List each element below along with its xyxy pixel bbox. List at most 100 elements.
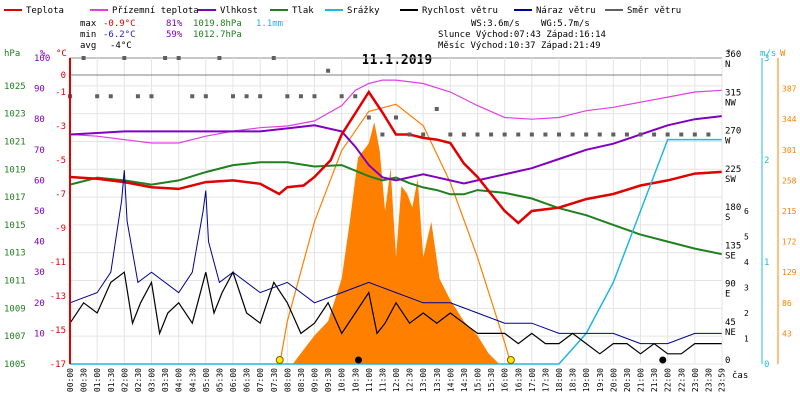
legend-label: Náraz větru — [536, 6, 596, 16]
time-tick-label: 07:30 — [270, 368, 279, 392]
legend-label: Srážky — [347, 6, 380, 16]
wind-direction-point — [163, 56, 168, 60]
humidity-tick-label: 100 — [34, 54, 50, 64]
wind-direction-point — [217, 56, 222, 60]
direction-name-label: NE — [725, 328, 736, 338]
time-tick-label: 06:00 — [229, 368, 238, 392]
time-tick-label: 22:00 — [664, 368, 673, 392]
time-tick-label: 15:00 — [474, 368, 483, 392]
time-tick-label: 13:00 — [419, 368, 428, 392]
sun-marker — [506, 356, 515, 364]
time-tick-label: 15:30 — [487, 368, 496, 392]
rain-tick-label: 3 — [744, 284, 749, 293]
pressure-tick-label: 1025 — [4, 82, 26, 92]
time-tick-label: 16:00 — [501, 368, 510, 392]
temperature-tick-label: -13 — [50, 292, 66, 302]
rain-tick-label: 2 — [744, 309, 749, 318]
time-tick-label: 19:30 — [596, 368, 605, 392]
time-tick-label: 20:30 — [623, 368, 632, 392]
time-tick-label: 11:30 — [378, 368, 387, 392]
wind-direction-point — [258, 94, 263, 99]
direction-name-label: N — [725, 60, 730, 70]
series-line — [70, 138, 722, 365]
wind-direction-point — [584, 132, 589, 137]
time-tick-label: 03:30 — [161, 368, 170, 392]
stat-min-pressure: 1012.7hPa — [193, 30, 242, 40]
direction-tick-label: 0 — [725, 356, 730, 366]
temperature-tick-label: -9 — [55, 224, 66, 234]
wind-direction-point — [638, 132, 643, 137]
temperature-tick-label: 0 — [61, 71, 66, 81]
time-tick-label: 06:30 — [243, 368, 252, 392]
temperature-tick-label: -17 — [50, 360, 66, 370]
wind-direction-point — [692, 132, 697, 137]
wind-direction-point — [557, 132, 561, 137]
direction-name-label: S — [725, 213, 730, 223]
solar-tick-label: 387 — [782, 85, 797, 94]
series-line — [69, 115, 722, 185]
wind-direction-point — [421, 132, 426, 137]
time-tick-label: 17:00 — [528, 368, 537, 392]
series-layer — [68, 56, 722, 365]
humidity-axis-unit: % — [40, 49, 46, 59]
time-tick-label: 03:00 — [148, 368, 157, 392]
wind-direction-point — [122, 56, 127, 60]
axes: hPa % °C ° m/s W čas 1005100710091011101… — [4, 49, 797, 392]
time-tick-label: 05:30 — [215, 368, 224, 392]
chart-title: 11.1.2019 — [362, 53, 432, 68]
humidity-tick-label: 40 — [34, 238, 45, 248]
series-line — [69, 161, 722, 256]
stat-min-label: min — [80, 30, 96, 40]
wind-direction-point — [570, 132, 575, 137]
stat-rain: 1.1mm — [256, 19, 283, 29]
pressure-tick-label: 1017 — [4, 193, 26, 203]
wind-axis-unit: m/s — [760, 49, 776, 59]
wind-direction-point — [611, 132, 616, 137]
stat-avg-label: avg — [80, 41, 96, 51]
time-tick-label: 12:30 — [406, 368, 415, 392]
pressure-tick-label: 1021 — [4, 137, 26, 147]
moon-marker — [659, 356, 667, 364]
sun-moon-markers — [275, 356, 667, 364]
wind-direction-point — [502, 132, 507, 137]
time-tick-label: 04:00 — [175, 368, 184, 392]
stat-max-humidity: 81% — [166, 19, 183, 29]
time-tick-label: 08:30 — [297, 368, 306, 392]
wind-direction-point — [81, 56, 86, 60]
time-tick-label: 07:00 — [256, 368, 265, 392]
direction-tick-label: 180 — [725, 203, 741, 213]
humidity-tick-label: 90 — [34, 85, 45, 95]
pressure-tick-label: 1011 — [4, 277, 26, 287]
wind-direction-point — [285, 94, 290, 99]
wind-tick-label: 2 — [764, 156, 769, 166]
temperature-axis-unit: °C — [56, 49, 67, 59]
wind-direction-point — [624, 132, 629, 137]
temperature-tick-label: -11 — [50, 258, 66, 268]
stat-max-pressure: 1019.8hPa — [193, 19, 242, 29]
solar-axis-unit: W — [780, 49, 786, 59]
direction-tick-label: 135 — [725, 241, 741, 251]
rain-tick-label: 1 — [744, 335, 749, 344]
time-tick-label: 13:30 — [433, 368, 442, 392]
time-tick-label: 10:30 — [351, 368, 360, 392]
time-tick-label: 18:30 — [569, 368, 578, 392]
solar-tick-label: 258 — [782, 176, 797, 185]
info-ws: WS:3.6m/s — [471, 19, 520, 29]
moon-marker — [355, 356, 363, 364]
solar-layer — [279, 103, 512, 365]
direction-name-label: E — [725, 290, 730, 300]
wind-direction-point — [326, 68, 331, 73]
pressure-axis-unit: hPa — [4, 49, 20, 59]
solar-tick-label: 43 — [782, 329, 792, 338]
stat-max-label: max — [80, 19, 97, 29]
wind-direction-point — [176, 56, 181, 60]
stat-avg-temp: -4°C — [110, 41, 132, 51]
direction-tick-label: 225 — [725, 165, 741, 175]
direction-tick-label: 45 — [725, 318, 736, 328]
wind-direction-point — [135, 94, 140, 99]
temperature-tick-label: -7 — [55, 190, 66, 200]
series-line — [69, 89, 722, 225]
wind-direction-point — [529, 132, 534, 137]
wind-direction-point — [149, 94, 154, 99]
